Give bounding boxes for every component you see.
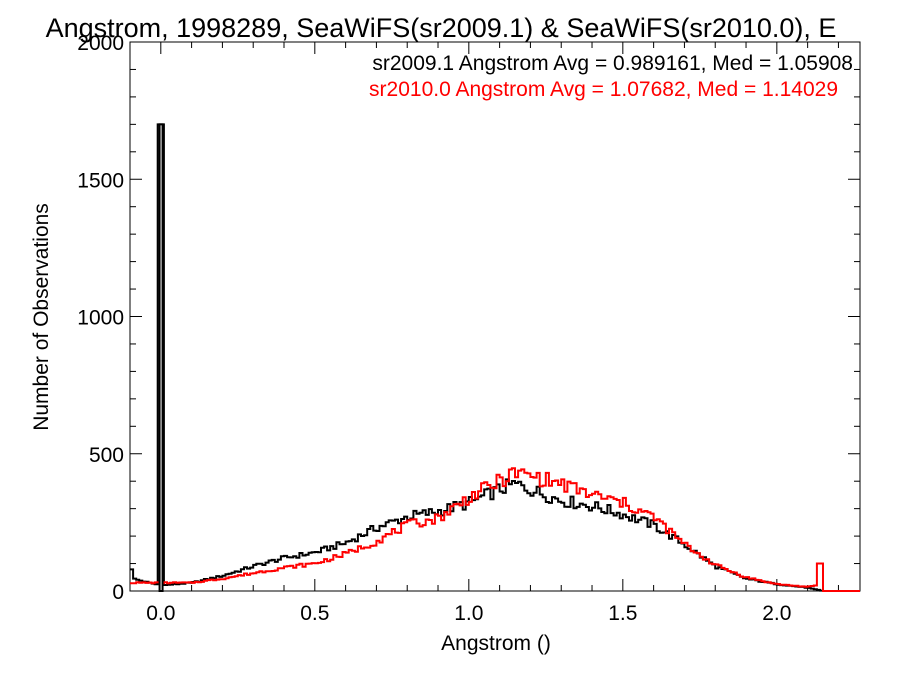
x-tick-label: 0.5 [300, 602, 329, 625]
y-tick-label: 1000 [77, 307, 124, 330]
x-tick-label: 1.5 [608, 602, 637, 625]
x-tick-label: 1.0 [454, 602, 483, 625]
x-axis-label: Angstrom () [441, 632, 551, 655]
plot-area: 0 500 1000 1500 2000 0.0 0.5 1.0 1.5 2.0 [77, 32, 861, 625]
x-tick-label: 2.0 [762, 602, 791, 625]
y-tick-label: 500 [89, 444, 124, 467]
legend-entry-sr2009: sr2009.1 Angstrom Avg = 0.989161, Med = … [372, 52, 853, 75]
legend-entry-sr2010: sr2010.0 Angstrom Avg = 1.07682, Med = 1… [369, 78, 838, 101]
y-tick-label: 0 [112, 581, 124, 604]
x-tick-label: 0.0 [146, 602, 175, 625]
y-tick-label: 1500 [77, 169, 124, 192]
y-tick-label: 2000 [77, 32, 124, 55]
series-line-sr2010.0 [130, 467, 860, 592]
chart-title: Angstrom, 1998289, SeaWiFS(sr2009.1) & S… [46, 13, 837, 43]
y-axis-label: Number of Observations [30, 203, 53, 431]
spike-bar-sr2009 [158, 123, 164, 592]
series-line-sr2009.1 [130, 123, 860, 592]
plot-frame [129, 41, 861, 592]
